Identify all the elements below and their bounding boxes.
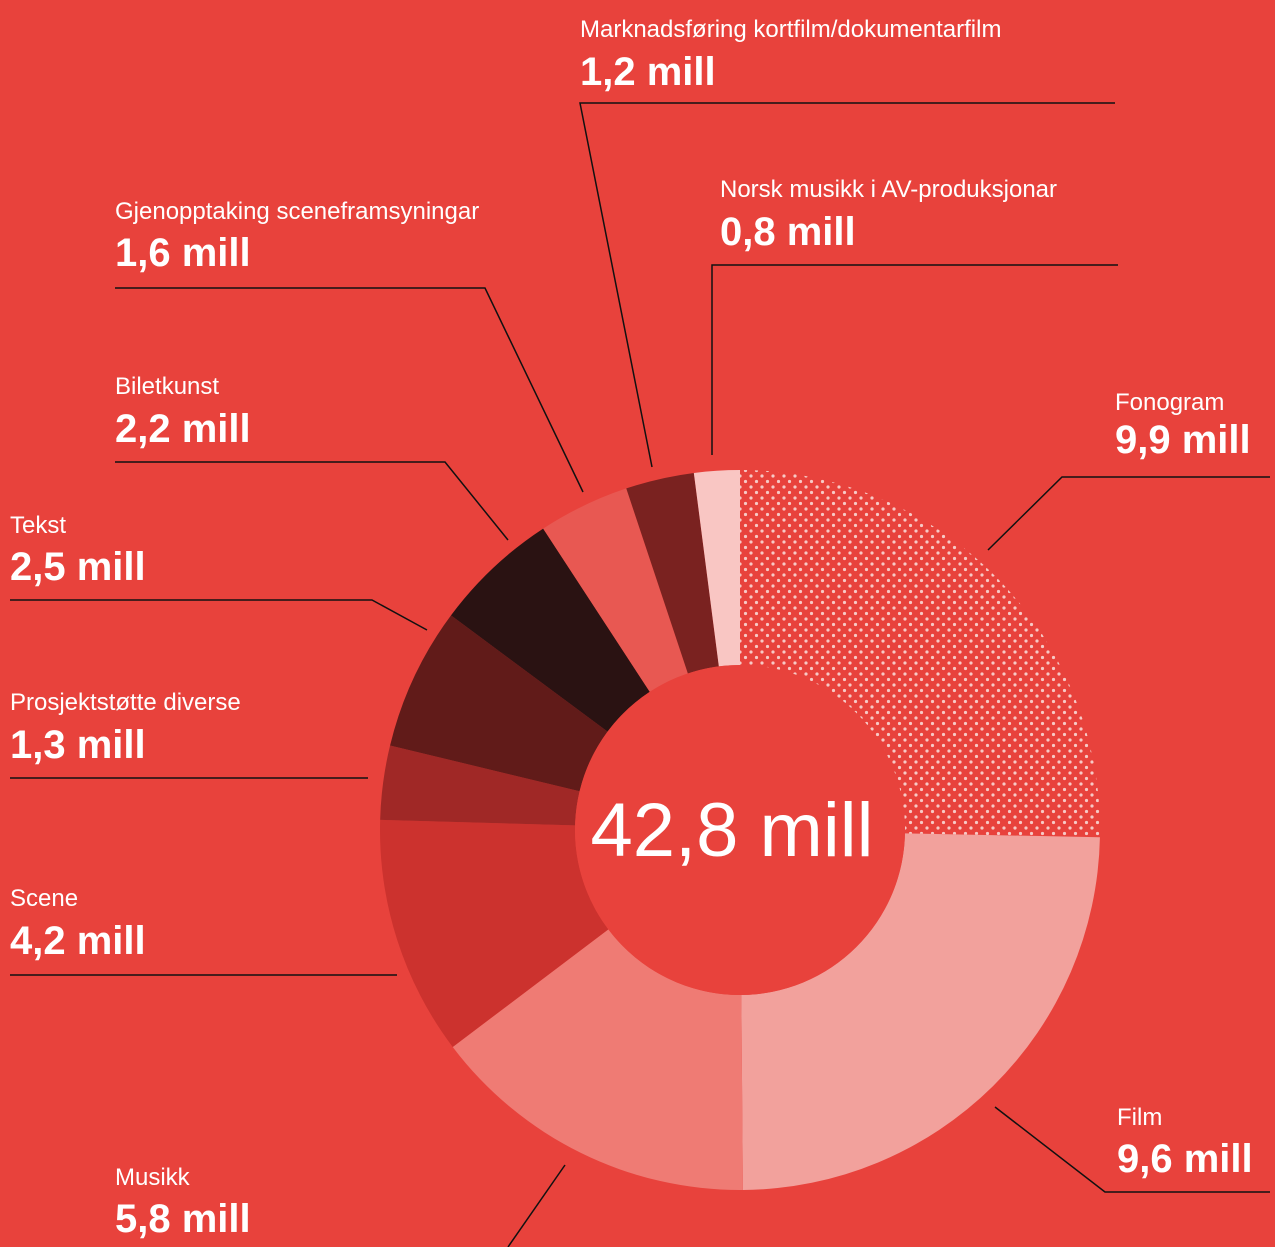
slice-name: Gjenopptaking sceneframsyningar bbox=[115, 198, 479, 225]
donut-slice bbox=[450, 528, 650, 732]
leader-line bbox=[987, 476, 1270, 551]
leader-line bbox=[711, 264, 1118, 455]
slice-name: Tekst bbox=[10, 512, 66, 539]
slice-value-label: 4,2 mill bbox=[10, 919, 146, 963]
donut-slice bbox=[452, 929, 743, 1191]
donut-slice bbox=[693, 470, 740, 667]
donut-slice bbox=[626, 472, 719, 674]
slice-name: Norsk musikk i AV-produksjonar bbox=[720, 176, 1057, 203]
donut-slice bbox=[380, 819, 609, 1047]
slice-value-label: 1,3 mill bbox=[10, 723, 146, 767]
leader-line bbox=[10, 599, 428, 631]
leader-line bbox=[507, 1164, 566, 1247]
leader-line bbox=[579, 102, 1115, 468]
center-label: 42,8 mill bbox=[591, 788, 874, 873]
slice-name: Marknadsføring kortfilm/dokumentarfilm bbox=[580, 16, 1001, 43]
slice-value-label: 2,5 mill bbox=[10, 545, 146, 589]
slice-value-label: 1,6 mill bbox=[115, 231, 251, 275]
slice-name: Prosjektstøtte diverse bbox=[10, 689, 241, 716]
donut-slice bbox=[741, 833, 1100, 1190]
donut-slice bbox=[740, 470, 1100, 838]
slice-name: Biletkunst bbox=[115, 373, 219, 400]
slice-value-label: 0,8 mill bbox=[720, 210, 856, 254]
donut-slice bbox=[380, 745, 580, 826]
slice-value-label: 9,9 mill bbox=[1115, 418, 1251, 462]
leader-line bbox=[115, 287, 584, 493]
donut-slice bbox=[390, 615, 608, 792]
slice-value-label: 5,8 mill bbox=[115, 1197, 251, 1241]
slice-name: Scene bbox=[10, 885, 78, 912]
slice-value-label: 2,2 mill bbox=[115, 407, 251, 451]
leader-line bbox=[115, 461, 509, 541]
slice-value-label: 1,2 mill bbox=[580, 50, 716, 94]
slice-value-label: 9,6 mill bbox=[1117, 1137, 1253, 1181]
donut-slice bbox=[543, 488, 688, 692]
donut-hole bbox=[575, 665, 905, 995]
slice-name: Musikk bbox=[115, 1164, 191, 1191]
slice-name: Film bbox=[1117, 1104, 1162, 1131]
slice-name: Fonogram bbox=[1115, 389, 1224, 416]
leader-line bbox=[994, 1106, 1270, 1193]
